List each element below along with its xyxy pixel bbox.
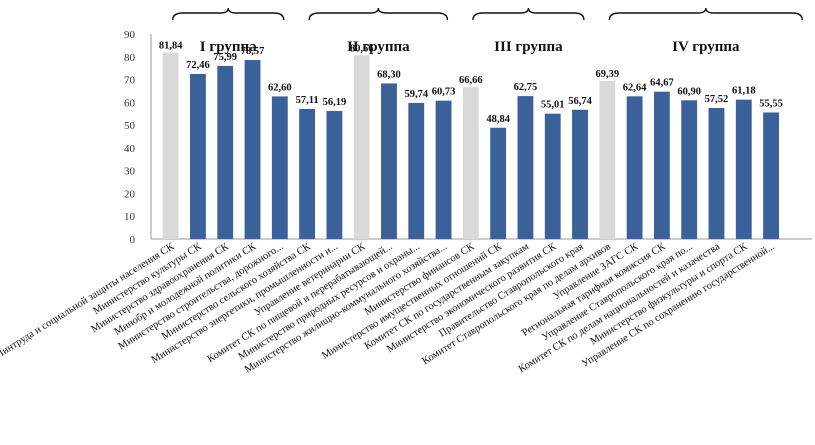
group-brace <box>172 7 285 21</box>
bar <box>326 111 343 239</box>
y-tick-label: 30 <box>124 166 136 178</box>
value-label: 80,66 <box>350 43 374 54</box>
bar <box>190 73 206 239</box>
bar <box>435 100 452 239</box>
y-tick-label: 10 <box>124 211 136 223</box>
y-tick-label: 60 <box>124 97 136 109</box>
bar <box>408 102 425 239</box>
value-label: 81,84 <box>159 41 183 52</box>
bar <box>599 80 616 239</box>
group-label: IV группа <box>672 39 740 55</box>
value-label: 55,01 <box>541 100 565 111</box>
value-label: 56,19 <box>323 97 347 108</box>
group-brace <box>472 7 585 21</box>
bar <box>299 108 316 240</box>
value-label: 59,74 <box>404 89 428 100</box>
bar <box>271 96 288 240</box>
bar <box>462 87 479 239</box>
bar <box>681 100 698 240</box>
y-tick-label: 70 <box>124 75 136 87</box>
value-label: 57,11 <box>296 95 319 106</box>
bar <box>653 91 670 240</box>
value-label: 57,52 <box>705 94 729 105</box>
value-label: 61,18 <box>732 86 756 97</box>
bar <box>735 99 752 239</box>
bar <box>626 96 643 239</box>
value-label: 48,84 <box>486 114 510 125</box>
value-label: 62,64 <box>623 82 647 93</box>
group-brace <box>308 7 449 21</box>
y-tick-label: 40 <box>124 143 136 155</box>
value-label: 75,99 <box>213 52 237 63</box>
bar <box>517 96 534 239</box>
group-label: III группа <box>494 39 563 55</box>
value-label: 60,90 <box>677 86 701 97</box>
category-label: Минтруда и социальной защиты населения С… <box>0 241 177 362</box>
y-tick-label: 90 <box>124 29 136 41</box>
value-label: 62,60 <box>268 82 292 93</box>
bar <box>708 107 725 239</box>
group-label: I группа <box>200 39 257 55</box>
value-label: 62,75 <box>514 82 538 93</box>
y-tick-label: 20 <box>124 188 136 200</box>
value-label: 56,74 <box>568 96 592 107</box>
value-label: 72,46 <box>186 60 210 71</box>
y-tick-label: 0 <box>130 234 136 246</box>
bar <box>572 109 588 240</box>
bar <box>162 52 179 239</box>
group-brace <box>608 7 803 21</box>
value-label: 55,55 <box>759 98 783 109</box>
y-tick-label: 50 <box>124 120 136 132</box>
value-label: 64,67 <box>650 78 674 89</box>
bar <box>763 112 779 239</box>
value-label: 68,30 <box>377 69 401 80</box>
y-tick-label: 80 <box>124 52 136 64</box>
bar <box>381 83 397 239</box>
bar <box>490 127 507 239</box>
bar <box>244 60 261 239</box>
bar <box>353 55 370 239</box>
value-label: 78,57 <box>241 46 265 57</box>
bar <box>544 113 561 239</box>
value-label: 60,73 <box>432 87 456 98</box>
group-label: II группа <box>347 39 410 55</box>
bar <box>217 65 234 239</box>
value-label: 66,66 <box>459 75 483 86</box>
value-label: 69,39 <box>596 69 620 80</box>
